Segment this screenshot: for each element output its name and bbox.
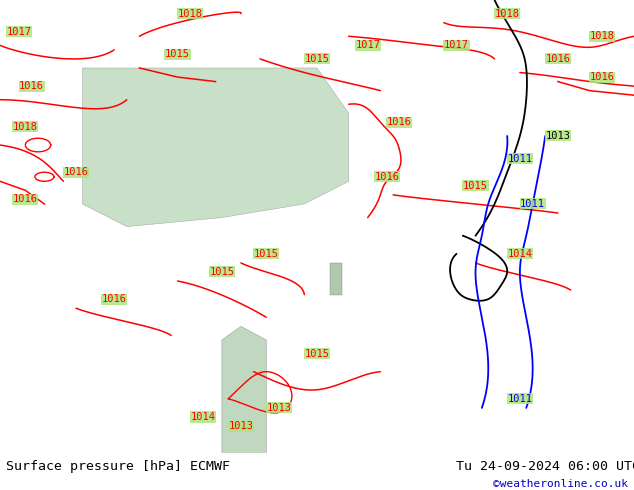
- Text: 1016: 1016: [63, 167, 89, 177]
- Text: 1018: 1018: [590, 31, 615, 41]
- Text: 1013: 1013: [228, 421, 254, 431]
- Text: 1016: 1016: [13, 195, 38, 204]
- Text: 1015: 1015: [304, 54, 330, 64]
- Text: 1015: 1015: [165, 49, 190, 59]
- Text: 1016: 1016: [590, 72, 615, 82]
- Text: 1015: 1015: [254, 249, 279, 259]
- Text: 1017: 1017: [355, 40, 380, 50]
- Polygon shape: [222, 326, 266, 453]
- Text: 1011: 1011: [507, 394, 533, 404]
- Polygon shape: [82, 68, 349, 226]
- Text: 1015: 1015: [463, 181, 488, 191]
- Text: 1013: 1013: [266, 403, 292, 413]
- Text: 1018: 1018: [495, 9, 520, 19]
- Text: 1017: 1017: [444, 40, 469, 50]
- Polygon shape: [330, 263, 342, 294]
- Text: Tu 24-09-2024 06:00 UTC (18+60): Tu 24-09-2024 06:00 UTC (18+60): [456, 460, 634, 473]
- Text: 1013: 1013: [545, 131, 571, 141]
- Text: 1011: 1011: [520, 199, 545, 209]
- Text: 1016: 1016: [19, 81, 44, 91]
- Text: 1017: 1017: [6, 27, 32, 37]
- Text: 1015: 1015: [304, 348, 330, 359]
- Text: 1014: 1014: [190, 412, 216, 422]
- Text: 1018: 1018: [13, 122, 38, 132]
- Text: 1011: 1011: [507, 154, 533, 164]
- Text: 1018: 1018: [178, 9, 203, 19]
- Text: Surface pressure [hPa] ECMWF: Surface pressure [hPa] ECMWF: [6, 460, 230, 473]
- Text: 1015: 1015: [209, 267, 235, 277]
- Text: 1016: 1016: [545, 54, 571, 64]
- Text: ©weatheronline.co.uk: ©weatheronline.co.uk: [493, 480, 628, 490]
- Text: 1014: 1014: [507, 249, 533, 259]
- Text: 1016: 1016: [387, 118, 412, 127]
- Text: 1016: 1016: [374, 172, 399, 182]
- Text: 1016: 1016: [101, 294, 127, 304]
